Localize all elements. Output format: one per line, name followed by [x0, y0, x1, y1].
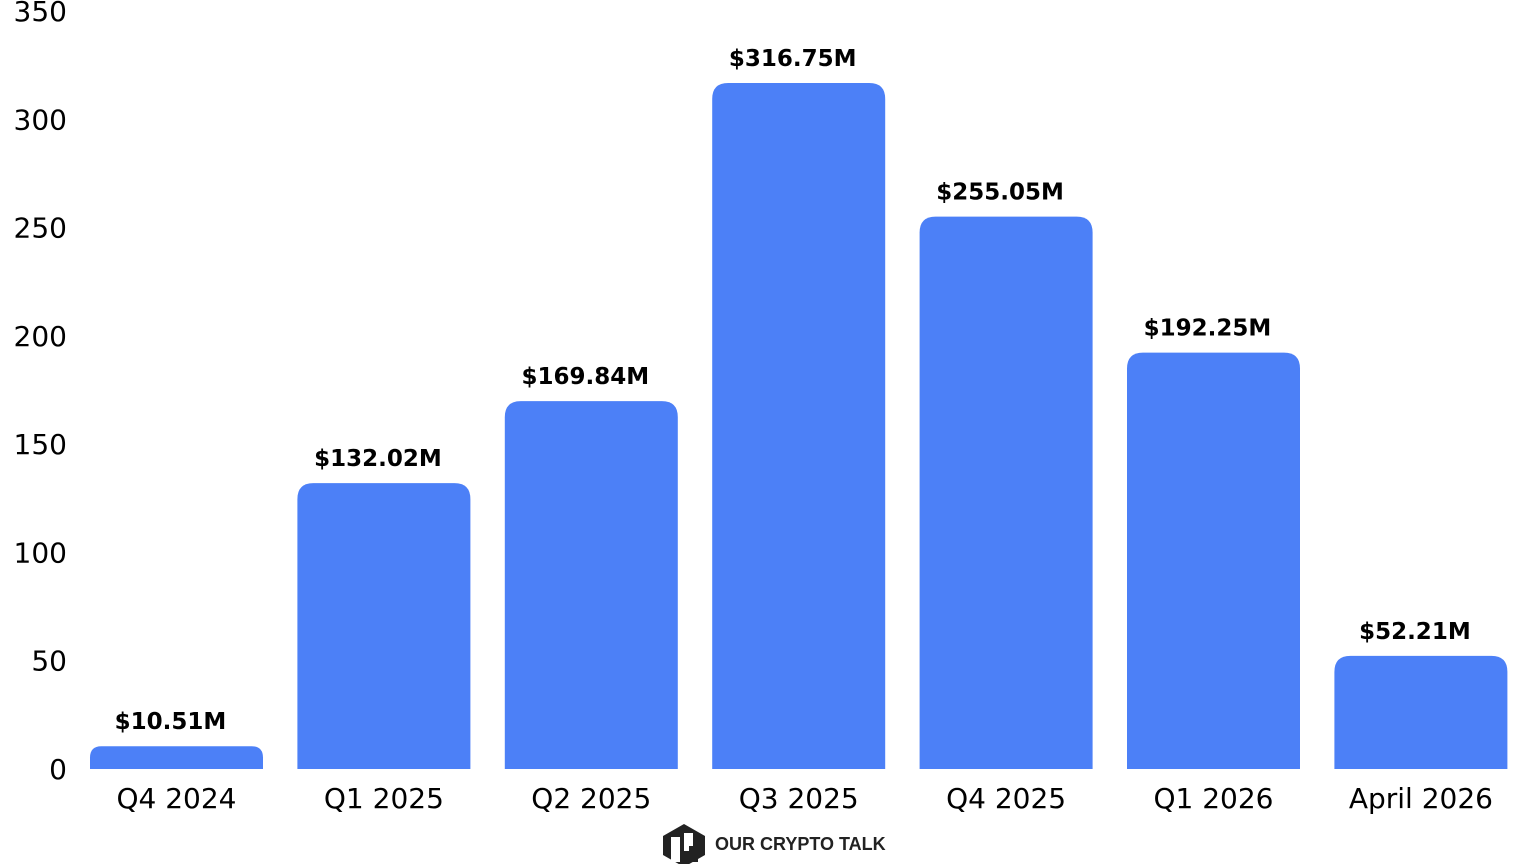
x-tick-label: Q4 2024	[116, 782, 236, 815]
y-tick-label: 100	[14, 536, 67, 569]
y-tick-label: 50	[31, 645, 67, 678]
y-tick-label: 350	[14, 0, 67, 28]
data-labels: $10.51M $132.02M $169.84M $316.75M $255.05M $…	[115, 46, 1471, 735]
bar	[1127, 352, 1300, 769]
y-tick-label: 200	[14, 320, 67, 353]
data-label: $10.51M	[115, 709, 227, 735]
data-label: $316.75M	[729, 46, 857, 72]
bar	[90, 746, 263, 769]
bar	[297, 483, 471, 769]
bar	[1334, 655, 1508, 769]
data-label: $192.25M	[1144, 316, 1272, 342]
y-tick-label: 250	[14, 212, 67, 245]
y-tick-label: 300	[14, 103, 67, 136]
data-label: $255.05M	[936, 180, 1064, 206]
x-tick-label: Q2 2025	[531, 782, 651, 815]
y-axis: 0 50 100 150 200 250 300 350	[14, 0, 67, 786]
x-axis: Q4 2024 Q1 2025 Q2 2025 Q3 2025 Q4 2025 Q1 20…	[116, 782, 1492, 815]
x-tick-label: Q3 2025	[739, 782, 859, 815]
our-crypto-talk-logo-icon	[663, 824, 705, 864]
bars	[90, 83, 1508, 769]
bar	[919, 216, 1093, 769]
data-label: $132.02M	[314, 446, 442, 472]
brand: OUR CRYPTO TALK	[663, 824, 886, 864]
data-label: $52.21M	[1359, 619, 1471, 645]
bar	[504, 401, 678, 769]
x-tick-label: Q1 2025	[324, 782, 444, 815]
bar	[712, 83, 886, 769]
brand-name: OUR CRYPTO TALK	[715, 834, 886, 854]
x-tick-label: Q1 2026	[1153, 782, 1273, 815]
y-tick-label: 0	[49, 753, 67, 786]
x-tick-label: April 2026	[1349, 782, 1493, 815]
data-label: $169.84M	[521, 364, 649, 390]
y-tick-label: 150	[14, 428, 67, 461]
x-tick-label: Q4 2025	[946, 782, 1066, 815]
